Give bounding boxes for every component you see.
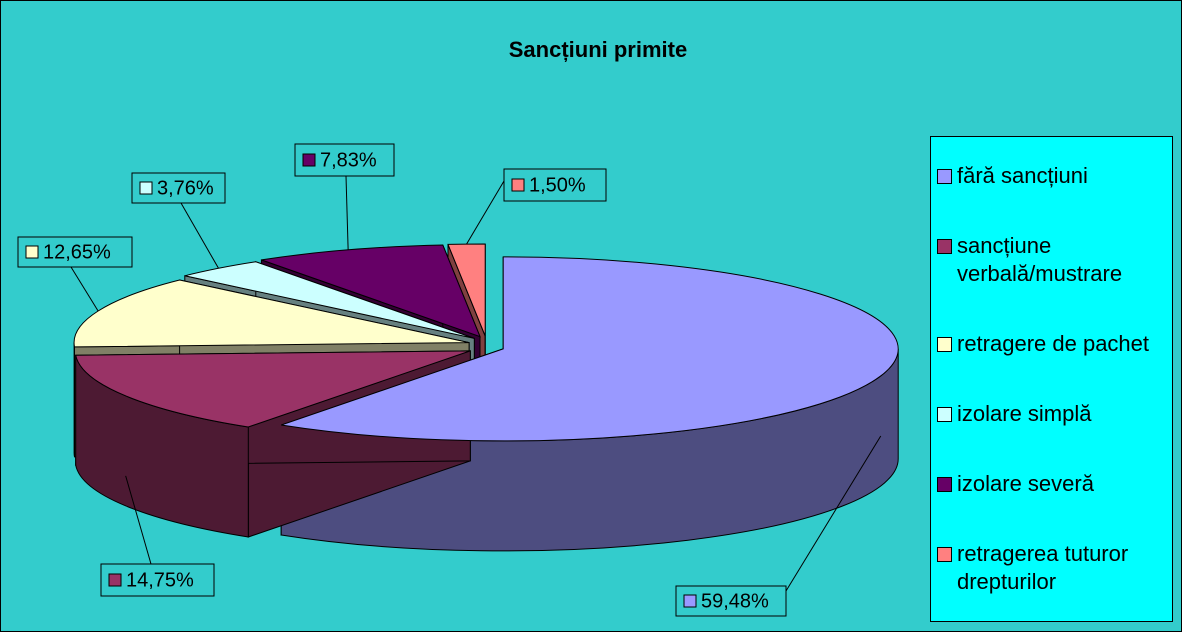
leader-line: [345, 175, 349, 250]
label-swatch: [139, 181, 153, 195]
legend-item: retragerea tuturor drepturilor: [937, 540, 1166, 596]
legend-swatch: [937, 547, 952, 562]
data-label: 59,48%: [701, 590, 769, 612]
data-label: 14,75%: [126, 569, 194, 591]
data-label: 7,83%: [320, 149, 377, 171]
legend-item: fără sancțiuni: [937, 162, 1166, 190]
legend-swatch: [937, 477, 952, 492]
leader-line: [125, 475, 152, 565]
legend-item: izolare severă: [937, 470, 1166, 498]
data-label: 1,50%: [529, 174, 586, 196]
chart-title: Sancțiuni primite: [509, 37, 687, 62]
legend-swatch: [937, 169, 952, 184]
leader-line: [466, 180, 505, 245]
legend-label: izolare severă: [957, 471, 1094, 496]
data-label: 3,76%: [157, 177, 214, 199]
legend-swatch: [937, 407, 952, 422]
slice: [184, 261, 475, 339]
label-swatch: [25, 245, 39, 259]
leader-line: [180, 202, 219, 269]
leader-line: [70, 266, 99, 312]
legend-swatch: [937, 337, 952, 352]
leader-line: [785, 435, 882, 592]
label-box: [294, 143, 395, 177]
label-swatch: [108, 573, 122, 587]
label-swatch: [302, 153, 316, 167]
slice: [73, 279, 470, 348]
label-swatch: [683, 594, 697, 608]
legend-label: fără sancțiuni: [957, 163, 1088, 188]
legend-label: retragerea tuturor drepturilor: [957, 541, 1129, 594]
slice: [281, 256, 899, 442]
legend: fără sancțiuni sancțiune verbală/mustrare…: [930, 136, 1173, 622]
legend-item: sancțiune verbală/mustrare: [937, 232, 1166, 288]
legend-label: sancțiune verbală/mustrare: [957, 233, 1123, 286]
legend-label: retragere de pachet: [957, 331, 1150, 356]
legend-swatch: [937, 239, 952, 254]
legend-item: retragere de pachet: [937, 330, 1166, 358]
data-label: 12,65%: [43, 241, 111, 263]
legend-item: izolare simplă: [937, 400, 1166, 428]
slice: [75, 350, 471, 428]
legend-label: izolare simplă: [957, 401, 1092, 426]
label-swatch: [511, 178, 525, 192]
